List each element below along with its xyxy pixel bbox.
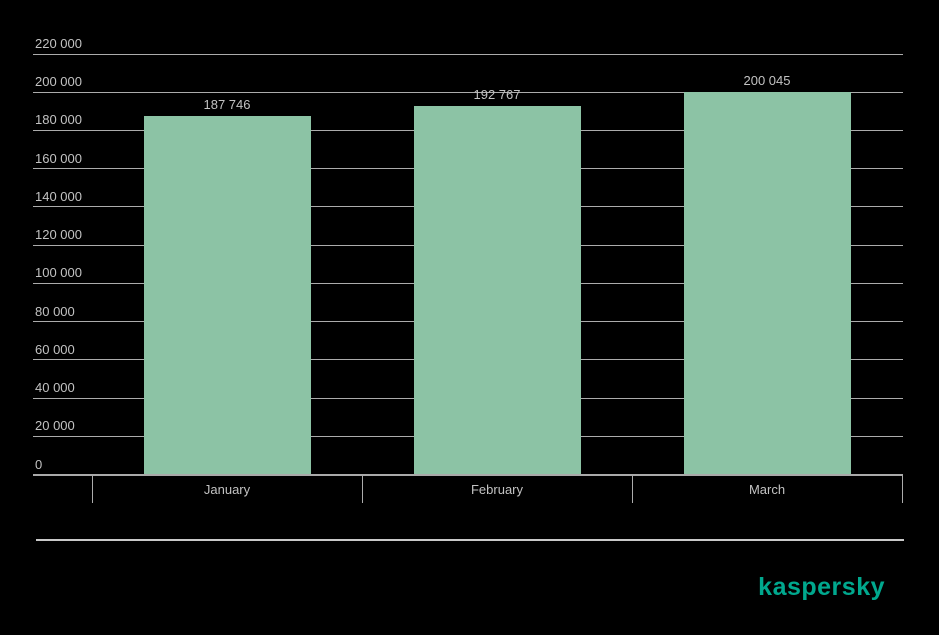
y-axis-tick-label: 120 000	[35, 227, 82, 243]
y-axis-tick-label: 80 000	[35, 303, 75, 319]
y-axis-tick-label: 200 000	[35, 74, 82, 90]
kaspersky-logo: kaspersky	[758, 573, 885, 601]
y-axis-tick-label: 160 000	[35, 150, 82, 166]
bar-february	[413, 106, 581, 475]
x-axis-category-label: January	[203, 482, 251, 497]
x-axis-line	[33, 473, 903, 476]
x-axis-category-label: March	[748, 482, 786, 497]
x-axis-tick	[92, 474, 93, 503]
y-axis-tick-label: 140 000	[35, 188, 82, 204]
y-axis-tick-label: 20 000	[35, 418, 75, 434]
bar-value-label: 200 045	[743, 73, 791, 89]
gridline	[33, 91, 903, 93]
footer-divider	[36, 539, 904, 541]
x-axis-tick	[362, 474, 363, 503]
bar-march	[683, 92, 851, 475]
x-axis-category-label: February	[470, 482, 524, 497]
y-axis-tick-label: 180 000	[35, 112, 82, 128]
y-axis-tick-label: 40 000	[35, 380, 75, 396]
y-axis-tick-label: 100 000	[35, 265, 82, 281]
gridline	[33, 53, 903, 55]
bar-value-label: 187 746	[203, 96, 251, 112]
y-axis-tick-label: 60 000	[35, 341, 75, 357]
y-axis-tick-label: 0	[35, 456, 43, 472]
y-axis-tick-label: 220 000	[35, 36, 82, 51]
bar-january	[143, 115, 311, 475]
x-axis-tick	[902, 474, 903, 503]
x-axis-tick	[632, 474, 633, 503]
bar-value-label: 192 767	[473, 87, 521, 103]
